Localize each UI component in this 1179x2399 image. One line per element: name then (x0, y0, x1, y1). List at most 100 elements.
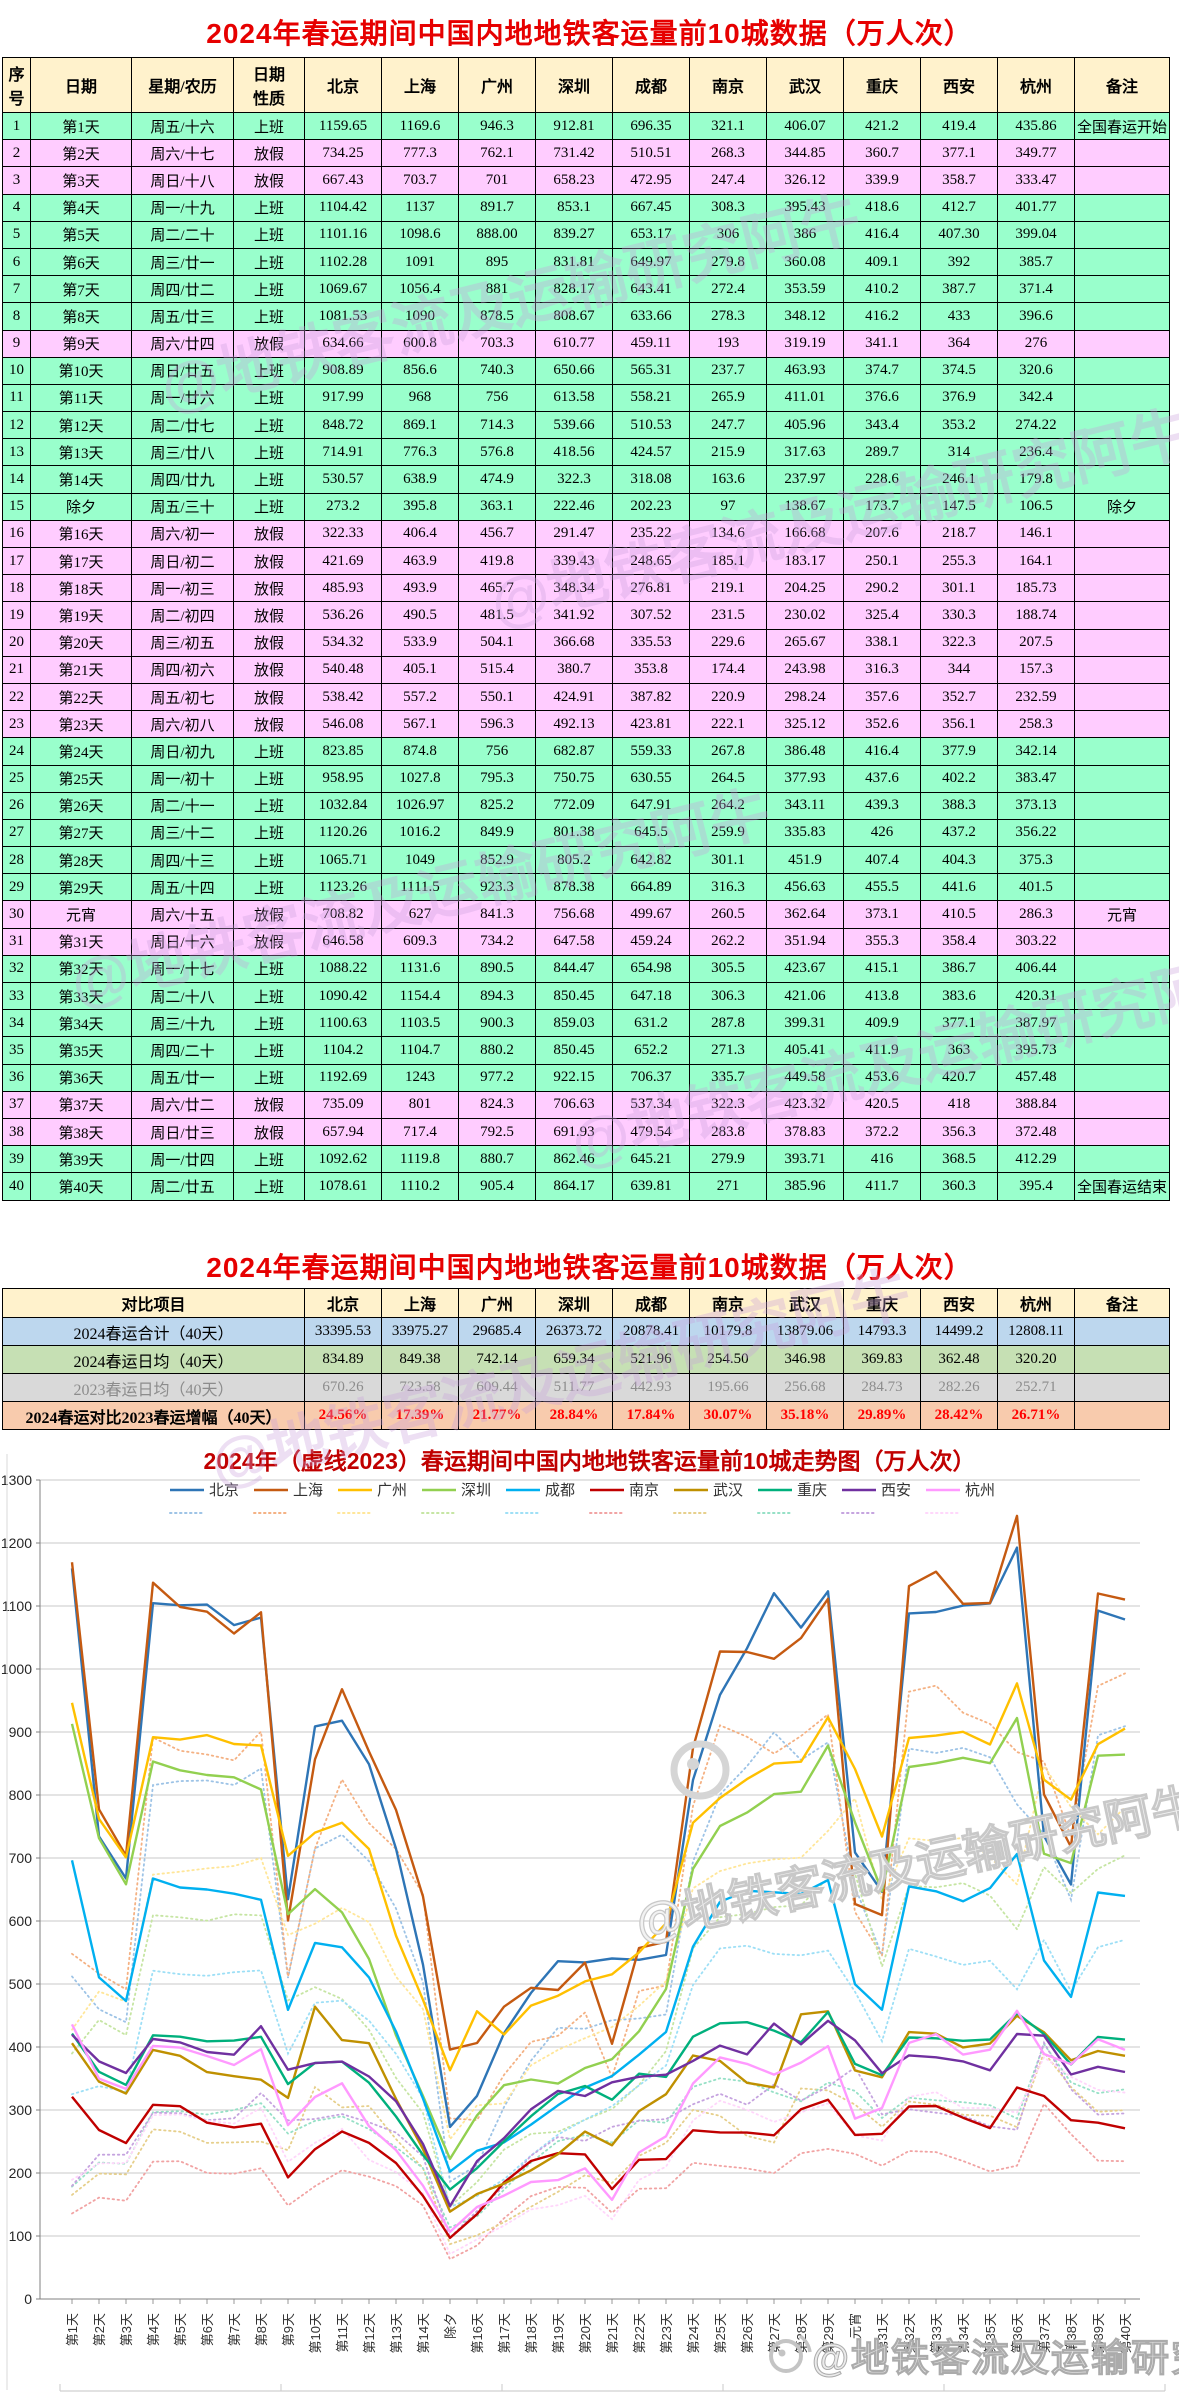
value-cell: 387.82 (612, 682, 690, 712)
value-cell: 419.8 (458, 546, 536, 576)
week-lunar-cell: 周三/初五 (131, 628, 234, 657)
summary-value: 362.48 (920, 1345, 999, 1374)
value-cell: 437.2 (920, 818, 998, 848)
summary-value: 346.98 (766, 1345, 845, 1374)
value-cell: 409.9 (843, 1009, 921, 1038)
remark-cell (1074, 818, 1170, 848)
value-cell: 435.86 (997, 111, 1075, 141)
table-row: 16 第16天 周六/初一 放假 322.33 406.4 456.7 291.47 235.2… (2, 519, 1170, 549)
col-header-city: 重庆 (843, 57, 921, 113)
remark-cell (1074, 302, 1170, 331)
value-cell: 762.1 (458, 139, 536, 168)
table-row: 35 第35天 周四/二十 上班 1104.2 1104.7 880.2 850.45 652.… (2, 1036, 1170, 1065)
value-cell: 322.33 (304, 519, 382, 549)
week-lunar-cell: 周四/廿二 (131, 275, 234, 304)
remark-cell (1074, 927, 1170, 956)
value-cell: 418 (920, 1090, 998, 1119)
remark-cell (1074, 873, 1170, 902)
row-index: 11 (2, 383, 31, 413)
table-row: 3 第3天 周日/十八 放假 667.43 703.7 701 658.23 472.95 247… (2, 166, 1170, 195)
value-cell: 419.4 (920, 111, 998, 141)
row-index: 40 (2, 1172, 31, 1201)
value-cell: 859.03 (535, 1009, 613, 1038)
table-row: 30 元宵 周六/十五 放假 708.82 627 841.3 756.68 499.67 260… (2, 900, 1170, 929)
value-cell: 386 (766, 220, 844, 249)
date-cell: 第3天 (30, 166, 132, 195)
legend-label-shanghai: 上海 (293, 1482, 323, 1499)
value-cell: 276.81 (612, 574, 690, 603)
value-cell: 474.9 (458, 465, 536, 494)
value-cell: 164.1 (997, 546, 1075, 576)
value-cell: 377.1 (920, 1009, 998, 1038)
legend-label-guangzhou: 广州 (377, 1482, 407, 1499)
daily-data-table: 序号 日期 星期/农历 日期 性质 北京 上海 广州 深圳 成都 南京 武汉 重庆 西安 杭州 备注 1 第1天… (2, 57, 1170, 1201)
value-cell: 691.93 (535, 1117, 613, 1147)
legend-label-xian: 西安 (881, 1482, 911, 1499)
row-index: 25 (2, 764, 31, 793)
value-cell: 1078.61 (304, 1172, 382, 1201)
row-index: 3 (2, 166, 31, 195)
remark-cell (1074, 1373, 1171, 1402)
daytype-cell: 放假 (233, 166, 305, 195)
value-cell: 339.43 (535, 546, 613, 576)
daytype-cell: 上班 (233, 356, 305, 385)
value-cell: 372.48 (997, 1117, 1075, 1147)
value-cell: 908.89 (304, 356, 382, 385)
table-row: 23 第23天 周六/初八 放假 546.08 567.1 596.3 492.13 423.8… (2, 710, 1170, 739)
value-cell: 459.24 (612, 927, 690, 956)
value-cell: 289.7 (843, 438, 921, 467)
week-lunar-cell: 周六/十五 (131, 900, 234, 929)
date-cell: 第18天 (30, 574, 132, 603)
value-cell: 306.3 (689, 981, 767, 1011)
row-index: 17 (2, 546, 31, 576)
table-row: 4 第4天 周一/十九 上班 1104.42 1137 891.7 853.1 667.45 30… (2, 193, 1170, 222)
x-axis-label: 第26天 (740, 2313, 755, 2353)
value-cell: 825.2 (458, 791, 536, 820)
daytype-cell: 放假 (233, 601, 305, 630)
value-cell: 401.77 (997, 193, 1075, 222)
value-cell: 204.25 (766, 574, 844, 603)
x-axis-label: 第9天 (281, 2313, 296, 2346)
row-index: 38 (2, 1117, 31, 1147)
value-cell: 844.47 (535, 954, 613, 984)
x-axis-label: 第32天 (902, 2313, 917, 2353)
summary-value: 14793.3 (843, 1317, 922, 1346)
row-index: 30 (2, 900, 31, 929)
row-index: 39 (2, 1145, 31, 1174)
value-cell: 1104.2 (304, 1036, 382, 1065)
value-cell: 874.8 (381, 737, 459, 766)
x-axis-label: 第5天 (173, 2313, 188, 2346)
value-cell: 363 (920, 1036, 998, 1065)
value-cell: 173.7 (843, 492, 921, 521)
value-cell: 405.96 (766, 411, 844, 440)
value-cell: 405.1 (381, 655, 459, 684)
value-cell: 291.47 (535, 519, 613, 549)
summary-value: 12808.11 (997, 1317, 1076, 1346)
value-cell: 373.1 (843, 900, 921, 929)
weibo-icon-dot (778, 2349, 786, 2357)
line-2024-guangzhou (70, 1682, 1126, 2072)
value-cell: 407.30 (920, 220, 998, 249)
summary-value: 256.68 (766, 1373, 845, 1402)
value-cell: 339.9 (843, 166, 921, 195)
value-cell: 647.18 (612, 981, 690, 1011)
daytype-cell: 上班 (233, 1145, 305, 1174)
daytype-cell: 放假 (233, 519, 305, 549)
value-cell: 247.7 (689, 411, 767, 440)
value-cell: 731.42 (535, 139, 613, 168)
value-cell: 1104.42 (304, 193, 382, 222)
col-header-city: 武汉 (766, 1288, 845, 1318)
value-cell: 1091 (381, 247, 459, 277)
value-cell: 230.02 (766, 601, 844, 630)
value-cell: 1101.16 (304, 220, 382, 249)
value-cell: 276 (997, 329, 1075, 358)
value-cell: 188.74 (997, 601, 1075, 630)
value-cell: 714.91 (304, 438, 382, 467)
week-lunar-cell: 周日/初二 (131, 546, 234, 576)
value-cell: 262.2 (689, 927, 767, 956)
value-cell: 504.1 (458, 628, 536, 657)
remark-cell: 全国春运结束 (1074, 1172, 1170, 1201)
remark-cell (1074, 628, 1170, 657)
value-cell: 823.85 (304, 737, 382, 766)
row-index: 5 (2, 220, 31, 249)
